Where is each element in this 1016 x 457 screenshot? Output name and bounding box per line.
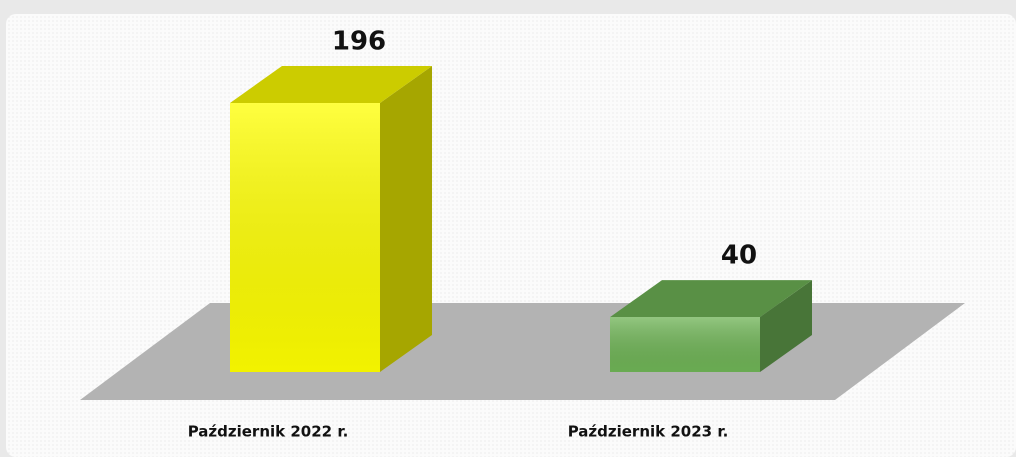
value-label: 40 <box>721 241 757 271</box>
bar-gloss <box>230 103 380 372</box>
bar-top <box>610 280 812 318</box>
x-tick-label: Październik 2023 r. <box>568 423 729 441</box>
floor <box>80 303 965 400</box>
bar-gloss <box>610 317 760 372</box>
bar-side <box>380 66 432 372</box>
x-tick-label: Październik 2022 r. <box>188 423 349 441</box>
value-label: 196 <box>332 27 386 57</box>
bar-side <box>760 280 812 372</box>
bar-top <box>230 66 432 103</box>
